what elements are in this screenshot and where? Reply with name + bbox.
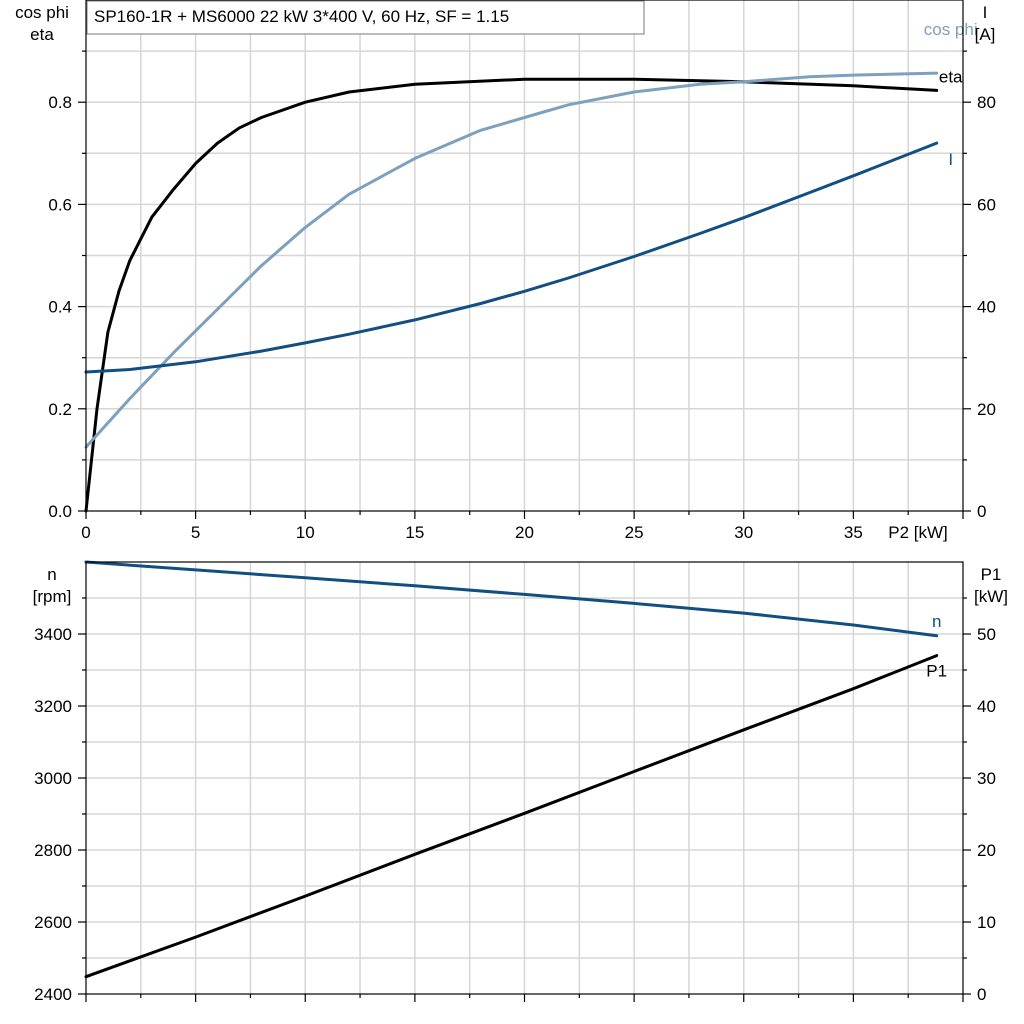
upper-left-axis-label-2: eta	[30, 25, 54, 44]
left-axis-tick-label-2800: 2800	[34, 841, 72, 860]
upper-panel-curves: eta cos phi I	[84, 20, 978, 513]
x-axis-tick-label-25: 25	[625, 523, 644, 542]
right-axis-tick-label-80: 80	[977, 93, 996, 112]
series-line-n	[84, 560, 939, 638]
lower-panel-grid	[86, 562, 963, 994]
left-axis-tick-label-0-2: 0.2	[48, 400, 72, 419]
lower-left-axis-label-1: n	[47, 565, 56, 584]
series-line-eta	[84, 77, 939, 513]
upper-left-axis-label-1: cos phi	[15, 3, 69, 22]
series-line-i	[84, 141, 939, 374]
x-axis-tick-label-30: 30	[734, 523, 753, 542]
right-axis-tick-label-50: 50	[977, 625, 996, 644]
upper-panel-ticks: 0.0 0.2 0.4 0.6 0.8 0 20 40 60 80 0 5 10 15 20 25 30 35	[48, 50, 996, 542]
right-axis-tick-label-0: 0	[977, 985, 986, 1004]
left-axis-tick-label-3000: 3000	[34, 769, 72, 788]
left-axis-tick-label-2600: 2600	[34, 913, 72, 932]
left-axis-tick-label-0-4: 0.4	[48, 298, 72, 317]
x-axis-title: P2 [kW]	[888, 523, 948, 542]
lower-panel-ticks: 2400 2600 2800 3000 3200 3400 0 10 20 30 40 50	[34, 597, 996, 1004]
left-axis-tick-label-3200: 3200	[34, 697, 72, 716]
right-axis-tick-label-30: 30	[977, 769, 996, 788]
lower-panel-curves: n P1	[84, 560, 947, 979]
right-axis-tick-label-0: 0	[977, 502, 986, 521]
left-axis-tick-label-0-6: 0.6	[48, 195, 72, 214]
right-axis-tick-label-20: 20	[977, 400, 996, 419]
upper-right-axis-label-1: I	[983, 3, 988, 22]
upper-right-axis-label-2: [A]	[975, 25, 996, 44]
title-box	[86, 0, 645, 35]
series-line-p1	[84, 654, 939, 979]
series-line-cos-phi	[84, 71, 939, 449]
series-label-eta: eta	[939, 67, 963, 86]
left-axis-tick-label-3400: 3400	[34, 625, 72, 644]
series-label-n: n	[932, 612, 941, 631]
x-axis-tick-label-5: 5	[191, 523, 200, 542]
chart-title: SP160-1R + MS6000 22 kW 3*400 V, 60 Hz, …	[94, 7, 509, 26]
right-axis-tick-label-40: 40	[977, 697, 996, 716]
right-axis-tick-label-40: 40	[977, 298, 996, 317]
x-axis-tick-label-0: 0	[81, 523, 90, 542]
x-axis-tick-label-35: 35	[844, 523, 863, 542]
left-axis-tick-label-2400: 2400	[34, 985, 72, 1004]
right-axis-tick-label-20: 20	[977, 841, 996, 860]
series-label-p1: P1	[926, 662, 947, 681]
lower-left-axis-label-2: [rpm]	[33, 587, 72, 606]
x-axis-tick-label-10: 10	[296, 523, 315, 542]
series-label-cos-phi: cos phi	[924, 20, 978, 39]
left-axis-tick-label-0-8: 0.8	[48, 93, 72, 112]
lower-right-axis-label-1: P1	[981, 565, 1002, 584]
right-axis-tick-label-60: 60	[977, 195, 996, 214]
series-label-i: I	[948, 150, 953, 169]
x-axis-tick-label-20: 20	[515, 523, 534, 542]
right-axis-tick-label-10: 10	[977, 913, 996, 932]
x-axis-tick-label-15: 15	[405, 523, 424, 542]
left-axis-tick-label-0-0: 0.0	[48, 502, 72, 521]
lower-right-axis-label-2: [kW]	[974, 587, 1008, 606]
